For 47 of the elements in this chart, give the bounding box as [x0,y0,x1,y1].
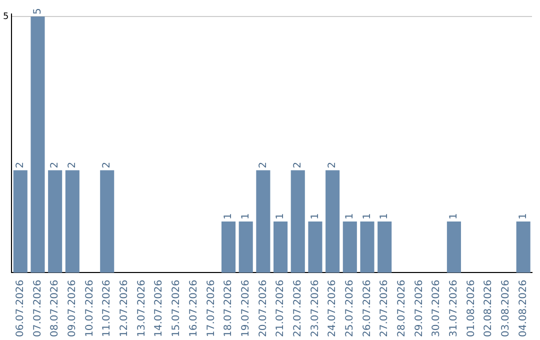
data-label: 1 [240,213,252,220]
data-label: 2 [14,162,26,168]
data-label: 1 [518,213,529,220]
data-label: 2 [292,162,304,168]
data-label: 1 [344,213,356,220]
x-tick-label: 26.07.2026 [362,280,373,338]
x-tick-label: 13.07.2026 [136,280,148,338]
data-label: 5 [32,8,44,15]
x-tick-label: 06.07.2026 [14,280,26,338]
x-tick-label: 31.07.2026 [448,280,460,338]
x-tick-label: 04.08.2026 [518,280,529,338]
data-label: 1 [275,213,286,220]
x-tick-label: 03.08.2026 [500,280,512,338]
data-label: 2 [102,162,113,168]
data-label: 2 [258,162,269,168]
x-tick-label: 22.07.2026 [292,280,304,338]
x-tick-label: 24.07.2026 [327,280,338,338]
x-tick-label: 11.07.2026 [102,280,113,338]
x-tick-label: 25.07.2026 [344,280,356,338]
data-label: 1 [379,213,390,220]
x-tick-label: 28.07.2026 [396,280,408,338]
x-tick-label: 17.07.2026 [206,280,217,338]
x-tick-label: 20.07.2026 [258,280,269,338]
data-label: 2 [67,162,78,168]
data-label: 1 [362,213,373,220]
x-tick-label: 02.08.2026 [483,280,494,338]
x-tick-label: 07.07.2026 [32,280,44,338]
data-label: 1 [223,213,234,220]
x-tick-label: 30.07.2026 [431,280,442,338]
x-tick-label: 18.07.2026 [223,280,234,338]
x-tick-label: 08.07.2026 [50,280,61,338]
x-tick-label: 14.07.2026 [154,280,165,338]
data-label: 2 [327,162,338,168]
x-tick-label: 09.07.2026 [67,280,78,338]
x-tick-label: 23.07.2026 [310,280,321,338]
data-label: 1 [310,213,321,220]
data-label: 1 [448,213,460,220]
x-tick-label: 16.07.2026 [188,280,200,338]
x-tick-label: 12.07.2026 [119,280,130,338]
x-tick-label: 21.07.2026 [275,280,286,338]
x-tick-label: 10.07.2026 [84,280,96,338]
x-tick-label: 15.07.2026 [171,280,182,338]
data-label: 2 [50,162,61,168]
x-tick-label: 27.07.2026 [379,280,390,338]
x-tick-label: 19.07.2026 [240,280,252,338]
x-tick-label: 01.08.2026 [466,280,477,338]
x-tick-label: 29.07.2026 [414,280,425,338]
